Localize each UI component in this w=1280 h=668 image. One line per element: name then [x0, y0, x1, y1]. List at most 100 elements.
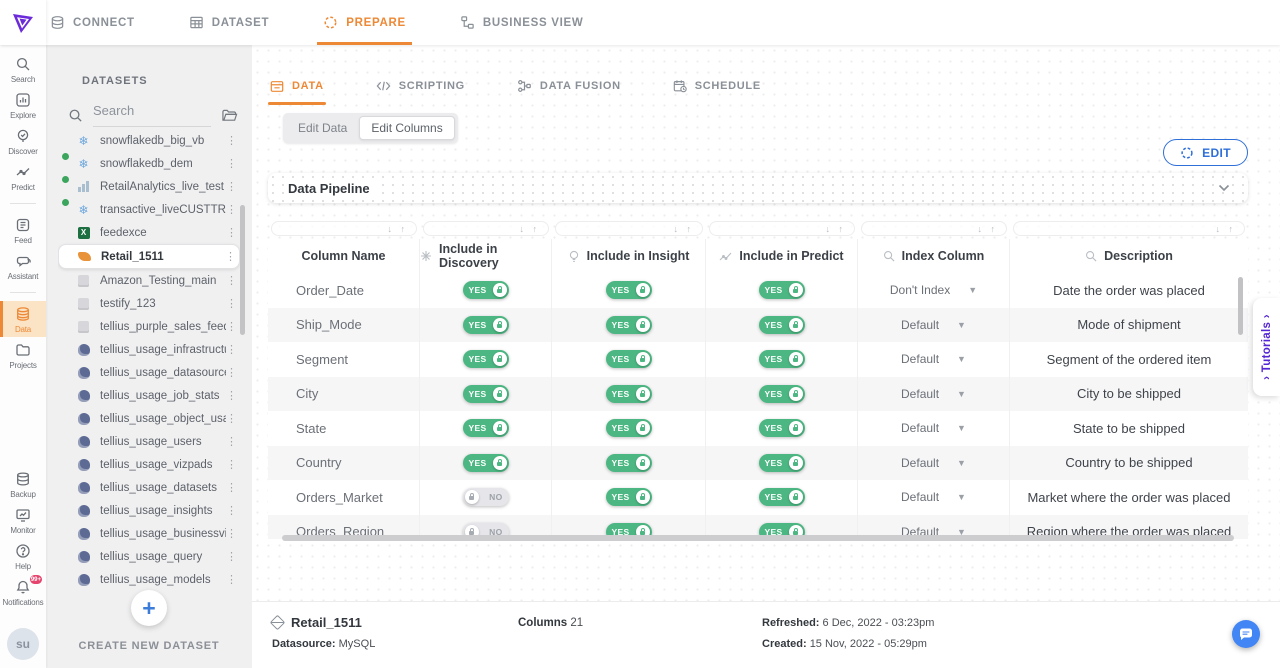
tab-data[interactable]: DATA: [268, 75, 326, 105]
dataset-list-item[interactable]: tellius_usage_businessviews ⋮: [58, 522, 240, 545]
predict-toggle[interactable]: YES: [759, 316, 805, 334]
cell-description[interactable]: Mode of shipment: [1010, 308, 1248, 343]
sort-control[interactable]: ↓ ↑: [271, 221, 417, 236]
kebab-menu-icon[interactable]: ⋮: [226, 481, 236, 494]
open-folder-icon[interactable]: [221, 108, 238, 123]
tab-data-fusion[interactable]: DATA FUSION: [515, 75, 623, 105]
nav-connect[interactable]: CONNECT: [46, 0, 139, 45]
dataset-list-item[interactable]: transactive_liveCUSTTRANS... ⋮: [58, 198, 240, 221]
discovery-toggle[interactable]: NO: [463, 488, 509, 506]
dataset-list-item[interactable]: tellius_usage_insights ⋮: [58, 499, 240, 522]
cell-description[interactable]: Date the order was placed: [1010, 273, 1248, 308]
dataset-list-item[interactable]: feedexce ⋮: [58, 221, 240, 244]
discovery-toggle[interactable]: YES: [463, 454, 509, 472]
dataset-list-item[interactable]: tellius_usage_datasets ⋮: [58, 476, 240, 499]
kebab-menu-icon[interactable]: ⋮: [226, 134, 236, 147]
dataset-list-item[interactable]: tellius_usage_users ⋮: [58, 430, 240, 453]
rail-item-notifications[interactable]: 99+ Notifications: [0, 574, 46, 610]
dataset-list-item[interactable]: tellius_usage_datasources ⋮: [58, 361, 240, 384]
tab-scripting[interactable]: SCRIPTING: [374, 75, 467, 105]
header-index-column[interactable]: Index Column: [858, 239, 1010, 273]
edit-columns-button[interactable]: Edit Columns: [359, 116, 454, 140]
rail-item-discover[interactable]: Discover: [0, 123, 46, 159]
sort-control[interactable]: ↓ ↑: [709, 221, 855, 236]
header-column-name[interactable]: Column Name: [268, 239, 420, 273]
insight-toggle[interactable]: YES: [606, 316, 652, 334]
tab-schedule[interactable]: SCHEDULE: [671, 75, 763, 105]
header-description[interactable]: Description: [1010, 239, 1248, 273]
discovery-toggle[interactable]: YES: [463, 350, 509, 368]
kebab-menu-icon[interactable]: ⋮: [226, 527, 236, 540]
rail-item-data[interactable]: Data: [0, 301, 46, 337]
predict-toggle[interactable]: YES: [759, 419, 805, 437]
sort-control[interactable]: ↓ ↑: [555, 221, 703, 236]
index-select[interactable]: Default ▼: [901, 421, 966, 435]
kebab-menu-icon[interactable]: ⋮: [226, 343, 236, 356]
dataset-list-item[interactable]: Amazon_Testing_main ⋮: [58, 269, 240, 292]
kebab-menu-icon[interactable]: ⋮: [226, 573, 236, 586]
cell-description[interactable]: Market where the order was placed: [1010, 480, 1248, 515]
dataset-list-item[interactable]: testify_123 ⋮: [58, 292, 240, 315]
dataset-list-item[interactable]: tellius_usage_job_stats ⋮: [58, 384, 240, 407]
rail-item-assistant[interactable]: Assistant: [0, 248, 46, 284]
discovery-toggle[interactable]: YES: [463, 281, 509, 299]
predict-toggle[interactable]: YES: [759, 454, 805, 472]
rail-item-monitor[interactable]: Monitor: [0, 502, 46, 538]
edit-button[interactable]: EDIT: [1163, 139, 1248, 166]
header-include-insight[interactable]: Include in Insight: [552, 239, 706, 273]
predict-toggle[interactable]: YES: [759, 350, 805, 368]
chat-widget-button[interactable]: [1232, 620, 1260, 648]
predict-toggle[interactable]: YES: [759, 281, 805, 299]
kebab-menu-icon[interactable]: ⋮: [225, 250, 235, 263]
user-avatar[interactable]: su: [7, 628, 39, 660]
kebab-menu-icon[interactable]: ⋮: [226, 458, 236, 471]
kebab-menu-icon[interactable]: ⋮: [226, 180, 236, 193]
dataset-list-item[interactable]: snowflakedb_big_vb ⋮: [58, 129, 240, 152]
header-include-predict[interactable]: Include in Predict: [706, 239, 858, 273]
kebab-menu-icon[interactable]: ⋮: [226, 157, 236, 170]
edit-data-button[interactable]: Edit Data: [286, 117, 359, 139]
sort-control[interactable]: ↓ ↑: [861, 221, 1007, 236]
kebab-menu-icon[interactable]: ⋮: [226, 297, 236, 310]
predict-toggle[interactable]: YES: [759, 488, 805, 506]
insight-toggle[interactable]: YES: [606, 281, 652, 299]
dataset-list-item[interactable]: tellius_usage_models ⋮: [58, 568, 240, 591]
cell-description[interactable]: State to be shipped: [1010, 411, 1248, 446]
index-select[interactable]: Default ▼: [901, 456, 966, 470]
chevron-down-icon[interactable]: [1216, 184, 1232, 192]
rail-item-projects[interactable]: Projects: [0, 337, 46, 373]
insight-toggle[interactable]: YES: [606, 419, 652, 437]
insight-toggle[interactable]: YES: [606, 350, 652, 368]
nav-prepare[interactable]: PREPARE: [319, 0, 410, 45]
kebab-menu-icon[interactable]: ⋮: [226, 226, 236, 239]
tellius-logo[interactable]: [0, 0, 46, 45]
discovery-toggle[interactable]: YES: [463, 385, 509, 403]
discovery-toggle[interactable]: YES: [463, 316, 509, 334]
kebab-menu-icon[interactable]: ⋮: [226, 320, 236, 333]
index-select[interactable]: Default ▼: [901, 318, 966, 332]
nav-business-view[interactable]: BUSINESS VIEW: [456, 0, 587, 45]
discovery-toggle[interactable]: YES: [463, 419, 509, 437]
add-dataset-button[interactable]: +: [131, 590, 167, 626]
kebab-menu-icon[interactable]: ⋮: [226, 435, 236, 448]
insight-toggle[interactable]: YES: [606, 488, 652, 506]
insight-toggle[interactable]: YES: [606, 385, 652, 403]
kebab-menu-icon[interactable]: ⋮: [226, 366, 236, 379]
dataset-list-item[interactable]: tellius_usage_query ⋮: [58, 545, 240, 568]
rail-item-backup[interactable]: Backup: [0, 466, 46, 502]
rail-item-explore[interactable]: Explore: [0, 87, 46, 123]
tutorials-tab[interactable]: › Tutorials ›: [1253, 298, 1280, 396]
dataset-list-item[interactable]: Retail_1511 ⋮: [58, 244, 240, 269]
kebab-menu-icon[interactable]: ⋮: [226, 550, 236, 563]
dataset-search[interactable]: Search: [68, 102, 238, 127]
rail-item-feed[interactable]: Feed: [0, 212, 46, 248]
index-select[interactable]: Default ▼: [901, 352, 966, 366]
dataset-list-item[interactable]: tellius_usage_object_usage ⋮: [58, 407, 240, 430]
sort-control[interactable]: ↓ ↑: [1013, 221, 1245, 236]
dataset-list-item[interactable]: tellius_usage_vizpads ⋮: [58, 453, 240, 476]
kebab-menu-icon[interactable]: ⋮: [226, 203, 236, 216]
cell-description[interactable]: City to be shipped: [1010, 377, 1248, 412]
index-select[interactable]: Default ▼: [901, 490, 966, 504]
search-input[interactable]: Search: [93, 102, 211, 127]
data-pipeline-bar[interactable]: Data Pipeline: [268, 173, 1248, 203]
